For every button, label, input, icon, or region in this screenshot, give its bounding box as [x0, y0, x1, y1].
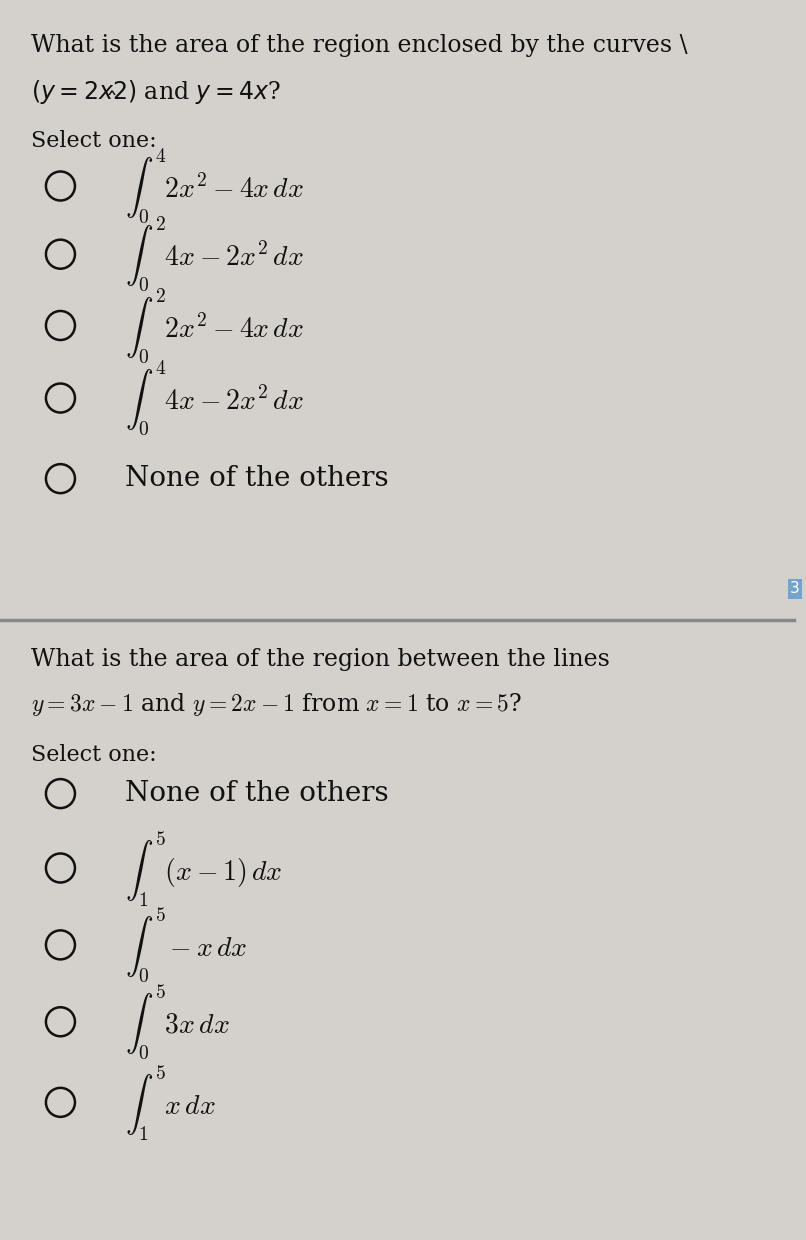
Text: Select one:: Select one:	[31, 744, 156, 766]
Text: $\int_0^4 4x - 2x^2\,dx$: $\int_0^4 4x - 2x^2\,dx$	[125, 358, 304, 438]
Text: $(y = 2x\^\mathbf{}2)$ and $y = 4x$?: $(y = 2x\^\mathbf{}2)$ and $y = 4x$?	[31, 77, 281, 105]
Text: $\int_1^5 x\,dx$: $\int_1^5 x\,dx$	[125, 1063, 216, 1142]
Text: $\int_0^2 4x - 2x^2\,dx$: $\int_0^2 4x - 2x^2\,dx$	[125, 215, 304, 294]
Text: 3: 3	[790, 582, 800, 596]
Text: $\int_0^5 3x\,dx$: $\int_0^5 3x\,dx$	[125, 982, 230, 1061]
Text: $\int_1^5 (x - 1)\,dx$: $\int_1^5 (x - 1)\,dx$	[125, 828, 282, 908]
Text: Select one:: Select one:	[31, 130, 156, 153]
Text: None of the others: None of the others	[125, 465, 388, 492]
Text: $\int_0^5 -x\,dx$: $\int_0^5 -x\,dx$	[125, 905, 247, 985]
Text: What is the area of the region enclosed by the curves \: What is the area of the region enclosed …	[31, 33, 688, 57]
Text: $\int_0^2 2x^2 - 4x\,dx$: $\int_0^2 2x^2 - 4x\,dx$	[125, 286, 304, 365]
Text: $\int_0^4 2x^2 - 4x\,dx$: $\int_0^4 2x^2 - 4x\,dx$	[125, 146, 304, 226]
Text: None of the others: None of the others	[125, 780, 388, 807]
Text: What is the area of the region between the lines: What is the area of the region between t…	[31, 647, 609, 671]
Text: $y = 3x - 1$ and $y = 2x - 1$ from $x = 1$ to $x = 5$?: $y = 3x - 1$ and $y = 2x - 1$ from $x = …	[31, 691, 521, 718]
